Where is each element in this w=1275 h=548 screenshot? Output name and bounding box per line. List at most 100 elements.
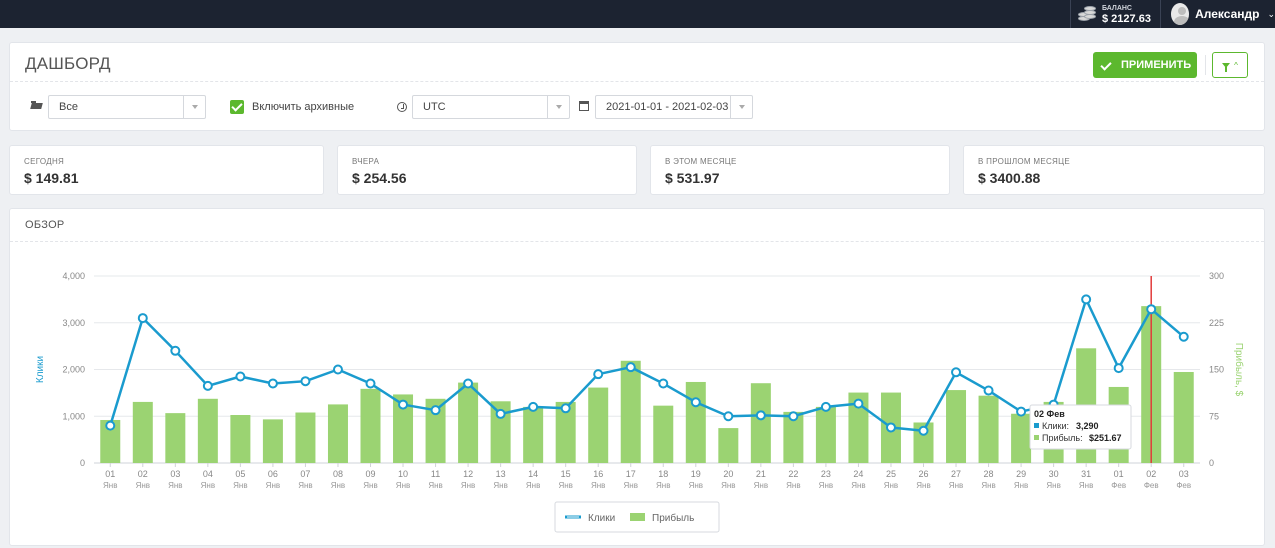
y-tick-label-right: 75 [1209,411,1219,421]
x-tick-label-month: Фев [1111,481,1126,490]
x-tick-label-day: 10 [398,469,408,479]
avatar [1171,3,1190,25]
dropdown-arrow-icon [183,96,205,118]
x-tick-label-month: Янв [136,481,150,490]
clicks-point [625,362,636,373]
tooltip-profit-swatch [1034,435,1039,440]
profit-bar [197,398,218,463]
filter-icon [1222,62,1231,72]
profit-bar [718,428,739,463]
x-tick-label-day: 08 [333,469,343,479]
x-tick-label-month: Янв [396,481,410,490]
balance-value: $ 2127.63 [1102,13,1151,25]
x-tick-label-month: Янв [461,481,475,490]
timezone-select[interactable]: UTC [412,95,570,119]
overview-panel: ОБЗОР 0 0 1,000 75 2,000 150 3,000 225 4,000 300 К… [9,208,1265,546]
x-tick-label-day: 20 [723,469,733,479]
divider [10,81,1264,82]
x-tick-label-day: 30 [1049,469,1059,479]
y-tick-label-right: 300 [1209,271,1224,281]
dropdown-arrow-icon [730,96,752,118]
x-tick-label-month: Янв [558,481,572,490]
x-tick-label-month: Янв [233,481,247,490]
clicks-point [885,422,896,433]
clicks-point [951,367,962,378]
clicks-point [495,408,506,419]
folder-icon [31,101,42,109]
clicks-point [528,401,539,412]
campaign-select[interactable]: Все [48,95,206,119]
x-tick-label-day: 04 [203,469,213,479]
calendar-icon [579,101,589,111]
tooltip-profit-label: Прибыль: [1042,433,1083,443]
clicks-point [430,405,441,416]
date-range-select[interactable]: 2021-01-01 - 2021-02-03 [595,95,753,119]
chevron-down-icon: ⌄ [1267,8,1275,19]
stat-label: В ПРОШЛОМ МЕСЯЦЕ [978,157,1070,166]
x-tick-label-month: Янв [526,481,540,490]
profit-bar [555,401,576,463]
x-tick-label-day: 02 [138,469,148,479]
apply-button[interactable]: ПРИМЕНИТЬ [1093,52,1197,78]
profit-bar [783,411,804,463]
x-tick-label-day: 27 [951,469,961,479]
check-icon [1101,60,1112,71]
x-tick-label-month: Янв [591,481,605,490]
clicks-point [235,371,246,382]
tooltip-title: 02 Фев [1034,409,1065,419]
stat-today: СЕГОДНЯ $ 149.81 [9,145,324,195]
x-tick-label-day: 19 [691,469,701,479]
clicks-point [267,378,278,389]
x-tick-label-month: Янв [851,481,865,490]
tooltip-clicks-swatch [1034,423,1039,428]
x-tick-label-month: Янв [754,481,768,490]
profit-bar [360,388,381,463]
filter-toggle-button[interactable]: ^ [1212,52,1248,78]
x-tick-label-month: Янв [656,481,670,490]
archive-checkbox[interactable] [230,100,244,114]
profit-bar [425,398,446,463]
y-tick-label-right: 150 [1209,365,1224,375]
user-name: Александр [1195,7,1260,21]
profit-bar [458,382,479,463]
clicks-point [332,364,343,375]
clicks-point [1016,406,1027,417]
clicks-line [109,298,1185,432]
overview-chart: 0 0 1,000 75 2,000 150 3,000 225 4,000 300 Клики Пр… [35,271,1245,533]
x-tick-label-day: 29 [1016,469,1026,479]
x-tick-label-month: Фев [1144,481,1159,490]
x-tick-label-day: 14 [528,469,538,479]
stat-this-month: В ЭТОМ МЕСЯЦЕ $ 531.97 [650,145,950,195]
profit-bar [1173,371,1194,463]
profit-bar [132,401,153,463]
x-tick-label-day: 25 [886,469,896,479]
x-tick-label-day: 02 [1146,469,1156,479]
stat-value: $ 531.97 [665,170,720,186]
timezone-select-value: UTC [423,101,446,113]
legend-profit-swatch[interactable] [630,513,645,521]
x-tick-label-day: 12 [463,469,473,479]
top-navbar: БАЛАНС $ 2127.63 Александр ⌄ [0,0,1275,28]
x-tick-label-month: Янв [428,481,442,490]
balance-widget[interactable]: БАЛАНС $ 2127.63 [1070,0,1156,28]
clicks-point [658,378,669,389]
x-tick-label-day: 22 [788,469,798,479]
profit-bar [978,395,999,463]
y-axis-title-left: Клики [35,356,46,383]
profit-bar [620,360,641,463]
profit-bar [653,405,674,463]
x-tick-label-month: Янв [1014,481,1028,490]
chart-tooltip [1029,404,1132,450]
y-tick-label-left: 2,000 [62,365,85,375]
profit-bar [490,401,511,463]
stat-value: $ 149.81 [24,170,79,186]
divider [1205,55,1206,75]
x-tick-label-month: Янв [493,481,507,490]
x-tick-label-month: Янв [819,481,833,490]
x-tick-label-day: 28 [984,469,994,479]
profit-bar [165,413,186,463]
x-tick-label-month: Янв [1046,481,1060,490]
user-menu[interactable]: Александр ⌄ [1160,0,1275,28]
y-tick-label-left: 3,000 [62,318,85,328]
apply-button-label: ПРИМЕНИТЬ [1121,59,1192,71]
